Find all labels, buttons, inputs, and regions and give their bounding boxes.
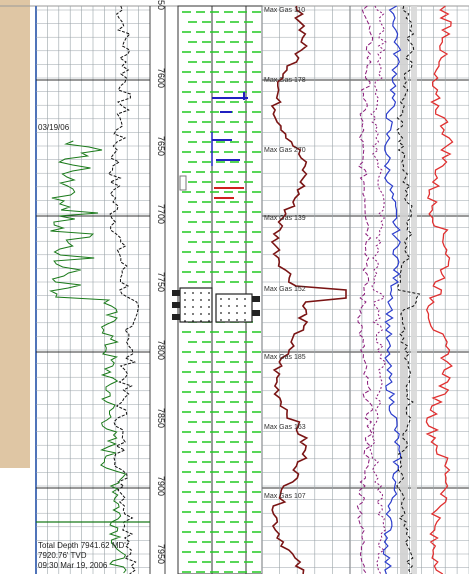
max-gas-label: Max Gas 178 [264, 77, 306, 84]
sand-dot [192, 292, 194, 294]
sand-body [215, 293, 253, 323]
sand-dot [228, 305, 230, 307]
depth-label: 7900 [156, 476, 166, 496]
track1-hgrid [36, 9, 150, 568]
c2-curve [369, 5, 387, 574]
date-label: 03/19/06 [38, 123, 70, 132]
depth-label: 7700 [156, 204, 166, 224]
c5-curve [425, 5, 454, 574]
core-marker [179, 175, 187, 191]
gas-hgrid [262, 9, 350, 568]
sand-dot [184, 306, 186, 308]
sand-dot [244, 298, 246, 300]
total-depth-label: Total Depth 7941.62 MD' [38, 541, 126, 550]
sand-dot [184, 313, 186, 315]
depth-label: 7850 [156, 408, 166, 428]
gamma-curve [49, 140, 127, 574]
max-gas-label: Max Gas 185 [264, 354, 306, 361]
depth-label: 7800 [156, 340, 166, 360]
sand-dot [220, 298, 222, 300]
depth-label: 7750 [156, 272, 166, 292]
sand-dot [220, 319, 222, 321]
sand-dot [200, 313, 202, 315]
c4-curve [396, 5, 421, 574]
sand-dot [228, 319, 230, 321]
c3-curve [382, 5, 402, 574]
sand-dot [220, 312, 222, 314]
sand-dot [244, 305, 246, 307]
sand-dot [236, 298, 238, 300]
shale-pattern [182, 11, 261, 573]
sand-marker-tab [172, 290, 180, 296]
sand-dot [208, 292, 210, 294]
depth-label: 50 [156, 0, 166, 10]
sand-dot [220, 305, 222, 307]
sand-dot [192, 313, 194, 315]
sand-marker-tab [252, 296, 260, 302]
c1-curve [356, 5, 374, 574]
shaded-band [400, 6, 408, 574]
tvd-label: 7920.76' TVD [38, 551, 87, 560]
sand-dot [200, 320, 202, 322]
max-gas-label: Max Gas 270 [264, 147, 306, 154]
sand-dot [192, 320, 194, 322]
sand-dot [200, 292, 202, 294]
sand-dot [228, 298, 230, 300]
shaded-band [411, 6, 417, 574]
sand-dot [200, 299, 202, 301]
sand-body [179, 287, 213, 323]
sand-dot [208, 299, 210, 301]
sand-dot [208, 306, 210, 308]
max-gas-label: Max Gas 139 [264, 215, 306, 222]
sand-dot [236, 319, 238, 321]
depth-label: 7600 [156, 68, 166, 88]
sand-dot [184, 292, 186, 294]
sand-dot [184, 299, 186, 301]
max-gas-label: Max Gas 110 [264, 7, 305, 14]
sand-dot [228, 312, 230, 314]
sand-dot [208, 313, 210, 315]
sand-marker-tab [172, 302, 180, 308]
sand-dot [244, 319, 246, 321]
sand-marker-tab [252, 310, 260, 316]
sand-marker-tab [172, 314, 180, 320]
sand-dot [208, 320, 210, 322]
sand-dot [236, 312, 238, 314]
sand-dot [184, 320, 186, 322]
max-gas-label: Max Gas 163 [264, 424, 306, 431]
side-panel [0, 0, 30, 468]
sand-dot [192, 306, 194, 308]
max-gas-label: Max Gas 152 [264, 286, 306, 293]
depth-label: 7650 [156, 136, 166, 156]
rop-curve [107, 5, 139, 574]
timestamp-label: 09:30 Mar 19, 2006 [38, 561, 108, 570]
max-gas-label: Max Gas 107 [264, 493, 306, 500]
sand-dot [244, 312, 246, 314]
sand-dot [192, 299, 194, 301]
sand-dot [236, 305, 238, 307]
total-gas-curve [270, 5, 347, 574]
depth-label: 7950 [156, 544, 166, 564]
sand-dot [200, 306, 202, 308]
right-hgrid [350, 9, 469, 568]
